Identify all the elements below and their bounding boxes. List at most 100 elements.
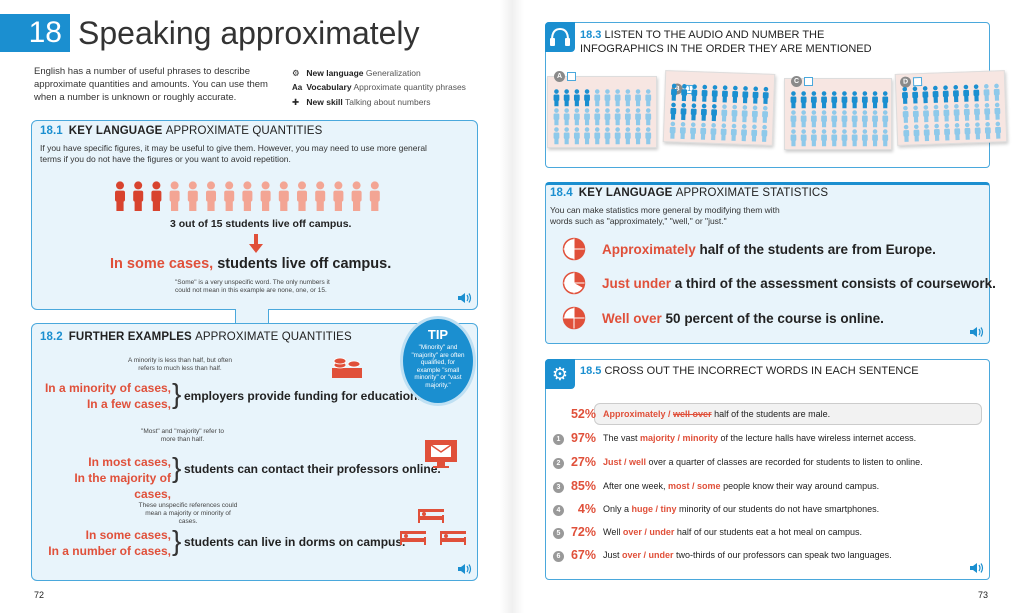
person-icon <box>669 121 676 139</box>
exercise-item-pct: 4% <box>577 502 596 516</box>
word-choice[interactable]: huge / tiny <box>631 504 677 514</box>
money-icon <box>332 357 362 378</box>
person-icon <box>563 127 570 145</box>
gears-icon: ⚙ <box>545 359 575 389</box>
word-choice[interactable]: over / under <box>622 527 675 537</box>
tip-title: TIP <box>427 327 449 342</box>
person-icon <box>732 85 739 103</box>
person-icon <box>831 110 838 128</box>
word-choice[interactable]: over / under <box>622 550 674 560</box>
person-icon <box>861 110 868 128</box>
person-icon <box>800 110 807 128</box>
student-icon <box>333 181 344 211</box>
infographic-a[interactable]: A <box>547 71 657 148</box>
person-icon <box>752 86 759 104</box>
exercise-item-sentence: Just over / under two-thirds of our prof… <box>603 550 892 560</box>
person-icon <box>710 123 717 141</box>
person-icon <box>800 129 807 147</box>
example-3-note: These unspecific references could mean a… <box>138 502 238 525</box>
person-icon <box>964 122 971 140</box>
student-off-campus-icon <box>151 181 162 211</box>
person-icon <box>872 91 878 109</box>
unit-number-badge: 18 <box>0 14 70 52</box>
meta-vocabulary: Aa Vocabulary Approximate quantity phras… <box>292 80 502 95</box>
student-icon <box>278 181 289 211</box>
person-icon <box>923 105 929 123</box>
card-c-answer-box[interactable] <box>804 77 813 86</box>
person-icon <box>831 91 838 109</box>
person-icon <box>882 91 889 109</box>
person-icon <box>810 110 817 128</box>
infographic-c[interactable]: C <box>784 76 892 150</box>
person-icon <box>700 103 707 121</box>
person-icon <box>872 110 878 128</box>
puzzle-icon: ✚ <box>292 97 300 107</box>
person-icon <box>861 129 868 147</box>
infographic-d[interactable]: D <box>894 70 1008 146</box>
student-icon <box>369 181 380 211</box>
audio-icon-18-4[interactable] <box>970 326 984 338</box>
person-icon <box>711 85 718 103</box>
person-icon <box>902 86 908 104</box>
card-a-people <box>553 89 652 145</box>
exercise-item-sentence: Well over / under half of our students e… <box>603 527 862 537</box>
person-icon <box>614 89 621 107</box>
audio-icon-18-5[interactable] <box>970 562 984 574</box>
aa-icon: Aa <box>292 83 303 92</box>
specific-sentence: 3 out of 15 students live off campus. <box>170 218 352 230</box>
person-icon <box>851 110 858 128</box>
person-icon <box>645 89 652 107</box>
stat-line-3: Well over 50 percent of the course is on… <box>602 311 884 326</box>
person-icon <box>831 129 838 147</box>
person-icon <box>861 91 868 109</box>
person-icon <box>882 110 889 128</box>
person-icon <box>722 85 728 103</box>
exercise-item-number: 4 <box>553 505 564 516</box>
person-icon <box>614 127 621 145</box>
arrow-down-icon <box>249 234 263 253</box>
person-icon <box>553 108 560 126</box>
person-icon <box>790 129 797 147</box>
word-choice[interactable]: majority / minority <box>640 433 719 443</box>
pie-half-icon <box>562 237 586 261</box>
person-icon <box>711 104 718 122</box>
exercise-item-pct: 85% <box>570 479 596 493</box>
computer-mail-icon <box>425 440 457 468</box>
person-icon <box>553 127 560 145</box>
exercise-item-number: 1 <box>553 434 564 445</box>
person-icon <box>943 104 950 122</box>
section-18-5-heading: 18.5 CROSS OUT THE INCORRECT WORDS IN EA… <box>580 365 919 377</box>
person-icon <box>584 127 590 145</box>
infographic-b[interactable]: B 1 <box>662 70 776 146</box>
person-icon <box>563 108 570 126</box>
exercise-item-sentence: After one week, most / some people know … <box>603 481 880 491</box>
person-icon <box>922 86 929 104</box>
person-icon <box>944 123 951 141</box>
person-icon <box>841 91 848 109</box>
example-1-options: In a minority of cases, In a few cases, <box>44 381 171 411</box>
person-icon <box>604 127 611 145</box>
person-icon <box>741 105 748 123</box>
audio-icon-18-1[interactable] <box>458 292 472 304</box>
person-icon <box>954 123 961 141</box>
person-icon <box>635 127 641 145</box>
person-icon <box>731 104 738 122</box>
word-choice[interactable]: most / some <box>668 481 721 491</box>
stat-line-1: Approximately half of the students are f… <box>602 242 936 257</box>
card-a-answer-box[interactable] <box>567 72 576 81</box>
person-icon <box>762 86 769 104</box>
word-choice[interactable]: Just / well <box>603 457 647 467</box>
box-connector <box>235 309 269 324</box>
example-3-options: In some cases, In a number of cases, <box>48 528 171 558</box>
person-icon <box>671 83 677 101</box>
person-icon <box>624 108 631 126</box>
person-icon <box>742 86 749 104</box>
example-3-rest: students can live in dorms on campus. <box>184 535 406 549</box>
audio-icon-18-2[interactable] <box>458 563 472 575</box>
intro-text: English has a number of useful phrases t… <box>34 66 268 103</box>
person-icon <box>761 124 768 142</box>
person-icon <box>841 129 848 147</box>
person-icon <box>573 108 580 126</box>
section-18-1 <box>31 120 478 310</box>
section-18-3-heading: 18.3 LISTEN TO THE AUDIO AND NUMBER THE … <box>580 29 872 55</box>
